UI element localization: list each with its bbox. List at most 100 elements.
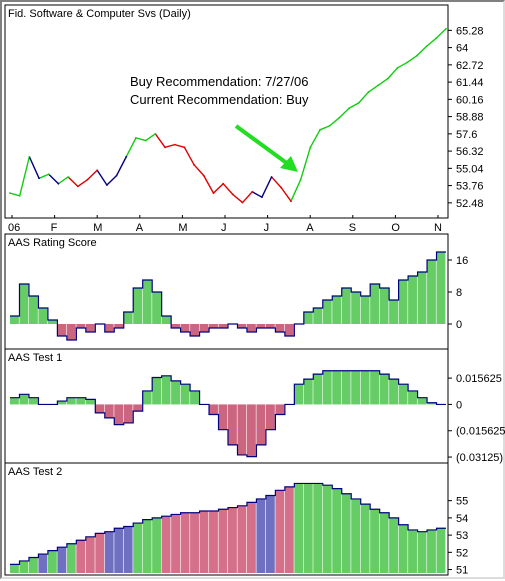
bar xyxy=(313,483,323,573)
price-point xyxy=(76,185,79,188)
price-tick-label: 52.48 xyxy=(456,198,484,210)
price-point xyxy=(164,146,166,149)
x-tick-label: S xyxy=(349,222,356,234)
price-segment xyxy=(329,117,340,127)
price-tick-label: 53.76 xyxy=(456,181,484,193)
bar xyxy=(408,529,417,573)
bar xyxy=(265,324,275,328)
date-x-axis: 06 F M A M J J A S O N xyxy=(8,215,442,234)
tick-label: 54 xyxy=(456,513,468,525)
price-point xyxy=(445,27,447,30)
tick-label: (0.03125) xyxy=(456,452,503,464)
bar xyxy=(76,324,86,328)
price-point xyxy=(183,146,186,149)
price-point xyxy=(231,193,234,196)
bar xyxy=(370,509,380,573)
bar xyxy=(142,519,152,573)
bar xyxy=(19,394,29,405)
bar xyxy=(436,528,446,573)
x-tick-label: M xyxy=(93,222,102,234)
bar xyxy=(114,404,124,425)
tick-label: (0.015625) xyxy=(456,426,505,438)
bar xyxy=(76,540,86,573)
bar xyxy=(152,377,162,405)
price-segment xyxy=(299,147,312,180)
price-segment xyxy=(28,156,40,179)
bar xyxy=(152,517,162,573)
bar-outline xyxy=(10,482,446,565)
price-point xyxy=(57,182,60,185)
price-segment xyxy=(183,146,195,166)
bar xyxy=(427,260,436,324)
price-segment xyxy=(387,67,399,80)
price-segment xyxy=(338,107,350,119)
bar xyxy=(436,252,446,324)
bar xyxy=(180,384,190,405)
price-segment xyxy=(271,176,282,189)
bar xyxy=(341,288,351,324)
bar xyxy=(85,536,95,573)
bar xyxy=(171,380,181,405)
bar xyxy=(190,512,199,573)
bar xyxy=(332,370,342,405)
bar xyxy=(10,316,19,324)
bar xyxy=(237,324,247,328)
bar xyxy=(351,292,361,324)
x-tick-label: A xyxy=(136,222,144,234)
bar xyxy=(133,288,143,324)
price-point xyxy=(338,116,341,119)
bar xyxy=(123,526,133,573)
price-point xyxy=(222,182,225,185)
x-tick-label: N xyxy=(434,222,442,234)
price-segment xyxy=(48,173,59,185)
price-segment xyxy=(426,37,437,47)
rating-series xyxy=(10,251,446,341)
price-point xyxy=(154,132,157,135)
bar xyxy=(398,524,408,573)
price-point xyxy=(348,107,351,110)
price-segment xyxy=(222,183,234,195)
bar xyxy=(28,557,38,573)
arrow-head xyxy=(280,156,298,172)
arrow-shaft xyxy=(234,124,290,166)
test2-series xyxy=(10,482,446,573)
price-segment xyxy=(261,176,273,198)
price-segment xyxy=(309,129,321,148)
bar xyxy=(114,324,124,328)
price-point xyxy=(135,136,137,139)
price-title: Fid. Software & Computer Svs (Daily) xyxy=(8,8,191,20)
bar xyxy=(199,511,209,573)
bar xyxy=(256,498,266,573)
price-point xyxy=(28,155,31,158)
bar xyxy=(218,509,228,573)
price-segment xyxy=(280,187,292,202)
price-segment xyxy=(38,173,50,179)
bar xyxy=(294,384,304,405)
bar xyxy=(85,399,95,405)
x-tick-label: J xyxy=(221,222,227,234)
price-segment xyxy=(174,143,185,148)
price-tick-label: 60.16 xyxy=(456,94,484,106)
bar xyxy=(256,404,266,445)
x-tick-label: F xyxy=(51,222,58,234)
price-point xyxy=(280,186,283,189)
tick-label: 53 xyxy=(456,530,468,542)
bar xyxy=(10,564,19,573)
price-segment xyxy=(106,175,118,186)
price-point xyxy=(435,37,438,40)
bar xyxy=(379,288,389,324)
price-tick-label: 62.72 xyxy=(456,60,484,72)
bar xyxy=(275,324,285,332)
price-segment xyxy=(242,191,253,204)
bar xyxy=(265,404,275,430)
price-series xyxy=(9,27,447,204)
bar xyxy=(408,276,417,324)
bar xyxy=(360,504,370,573)
bar xyxy=(66,324,76,340)
tick-label: 52 xyxy=(456,547,468,559)
bar xyxy=(360,296,370,324)
bar xyxy=(351,498,361,573)
bar xyxy=(237,404,247,455)
